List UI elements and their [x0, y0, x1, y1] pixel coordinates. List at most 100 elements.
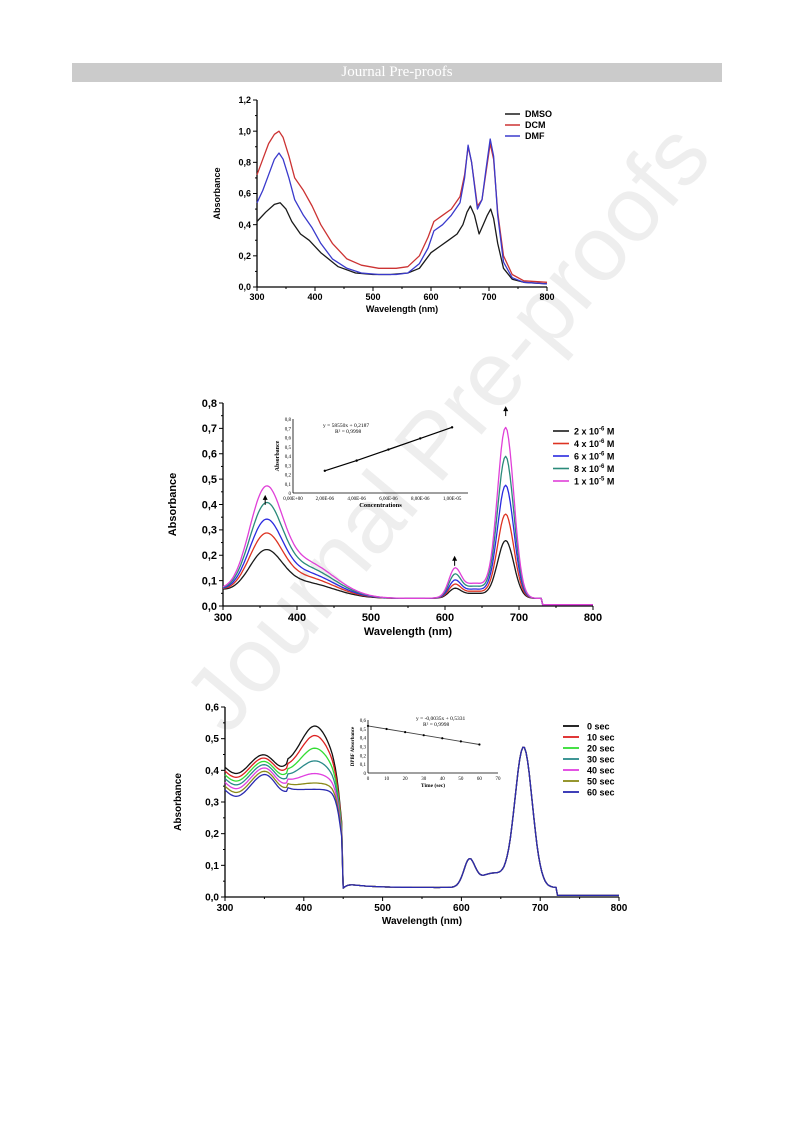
x-tick-label: 600: [423, 292, 438, 302]
inset-x-tick-label: 60: [477, 777, 483, 782]
journal-banner: Journal Pre-proofs: [72, 63, 722, 82]
inset-y-tick-label: 0,5: [360, 728, 367, 733]
inset-data-point: [450, 426, 454, 429]
legend-label: 20 sec: [587, 744, 615, 754]
legend-label: 40 sec: [587, 766, 615, 776]
inset-y-title: DPBF Absorbance: [351, 726, 356, 766]
y-tick-label: 0,6: [205, 703, 219, 714]
y-tick-label: 0,3: [205, 798, 219, 809]
series-line: [223, 539, 593, 606]
y-tick-label: 0,3: [202, 525, 217, 537]
inset-y-tick-label: 0,4: [285, 455, 292, 460]
legend-label: 2 x 10-6 M: [574, 427, 614, 437]
inset-y-tick-label: 0: [289, 492, 292, 497]
trend-arrow-head: [262, 494, 268, 500]
series-line: [222, 455, 593, 606]
inset-x-tick-label: 50: [458, 777, 464, 782]
x-tick-label: 500: [362, 612, 380, 624]
y-tick-label: 0,7: [202, 423, 217, 435]
inset-data-point: [419, 437, 422, 440]
y-tick-label: 0,2: [238, 251, 251, 261]
series-line: [222, 426, 593, 606]
inset-x-tick-label: 20: [403, 777, 409, 782]
y-tick-label: 0,2: [202, 550, 217, 562]
inset-x-tick-label: 40: [440, 777, 446, 782]
inset-y-tick-label: 0,8: [285, 418, 292, 423]
legend-label: 8 x 10-6 M: [574, 464, 614, 474]
x-tick-label: 800: [539, 292, 554, 302]
inset-data-point: [422, 734, 425, 737]
x-tick-label: 800: [611, 903, 628, 914]
x-tick-label: 700: [510, 612, 528, 624]
chart-dpbf-degradation: 300 400 500 600 700 8000,00,10,20,30,40,50,6W…: [173, 703, 628, 928]
inset-y-tick-label: 0,1: [360, 763, 367, 768]
inset-y-tick-label: 0,4: [360, 737, 367, 742]
y-tick-label: 0,4: [205, 766, 219, 777]
x-tick-label: 400: [295, 903, 312, 914]
inset-data-point: [404, 731, 407, 734]
y-tick-label: 0,4: [238, 220, 251, 230]
inset-data-point: [355, 459, 358, 462]
inset-x-tick-label: 8,00E-06: [411, 497, 430, 502]
y-tick-label: 0,1: [205, 861, 219, 872]
banner-text: Journal Pre-proofs: [341, 64, 453, 80]
inset-x-tick-label: 0,00E+00: [283, 497, 303, 502]
series-line: [224, 746, 619, 897]
inset-x-tick-label: 1,00E-05: [443, 497, 462, 502]
x-tick-label: 600: [453, 903, 470, 914]
y-tick-label: 0,1: [202, 575, 217, 587]
chart-concentration-spectra: 300 400 500 600 700 800 0,0 0,1 0,2 0,3 0,4 0,5 0,6 0…: [167, 398, 614, 638]
inset-y-tick-label: 0,6: [285, 437, 292, 442]
series-line: [224, 725, 619, 897]
x-tick-label: 400: [288, 612, 306, 624]
y-tick-label: 1,0: [238, 126, 251, 136]
y-tick-label: 1,2: [238, 95, 251, 105]
chart-solvent-spectra: 300 400 500 600 700 800 0,0 0,2 0,4 0,6 0,8 1,0 1,2 W…: [212, 95, 555, 314]
legend-label: DMSO: [525, 109, 552, 119]
y-tick-label: 0,8: [202, 398, 217, 410]
x-tick-label: 300: [249, 292, 264, 302]
inset-x-title: Time (sec): [421, 782, 445, 789]
inset-y-tick-label: 0,6: [360, 719, 367, 724]
inset-data-point: [478, 743, 481, 746]
inset-y-title: Absorbance: [275, 440, 281, 471]
inset-data-point: [366, 724, 370, 728]
y-tick-label: 0,6: [238, 189, 251, 199]
inset-equation: y = -0,0035x + 0,5331: [416, 716, 466, 722]
x-tick-label: 400: [307, 292, 322, 302]
y-tick-label: 0,8: [238, 157, 251, 167]
inset-x-tick-label: 10: [384, 777, 390, 782]
inset-y-tick-label: 0,3: [285, 464, 292, 469]
y-tick-label: 0,6: [202, 449, 217, 461]
legend-label: 6 x 10-6 M: [574, 452, 614, 462]
x-axis-title: Wavelength (nm): [366, 304, 438, 314]
x-tick-label: 300: [214, 612, 232, 624]
legend-label: 60 sec: [587, 788, 615, 798]
series-line: [224, 734, 619, 897]
x-tick-label: 300: [217, 903, 234, 914]
x-axis-title: Wavelength (nm): [382, 916, 462, 927]
inset-data-point: [441, 737, 444, 740]
inset-r2: R² = 0,9998: [335, 429, 362, 435]
x-tick-label: 500: [374, 903, 391, 914]
inset-x-tick-label: 4,00E-06: [347, 497, 366, 502]
x-axis-title: Wavelength (nm): [364, 626, 453, 638]
x-tick-label: 700: [532, 903, 549, 914]
inset-data-point: [459, 740, 462, 743]
inset-y-tick-label: 0,2: [360, 754, 367, 759]
y-tick-label: 0,0: [202, 601, 217, 613]
series-line: [256, 202, 548, 285]
inset-data-point: [385, 727, 388, 731]
y-tick-label: 0,5: [202, 474, 217, 486]
inset-data-point: [323, 469, 327, 472]
legend-label: 10 sec: [587, 733, 615, 743]
legend-label: 30 sec: [587, 755, 615, 765]
inset-r2: R² = 0,9998: [423, 722, 450, 728]
x-tick-label: 600: [436, 612, 454, 624]
y-axis-title: Absorbance: [173, 773, 184, 831]
x-tick-label: 700: [481, 292, 496, 302]
inset-x-tick-label: 2,00E-06: [316, 497, 335, 502]
legend-label: DMF: [525, 131, 545, 141]
legend-label: 50 sec: [587, 777, 615, 787]
inset-y-tick-label: 0,5: [285, 446, 292, 451]
